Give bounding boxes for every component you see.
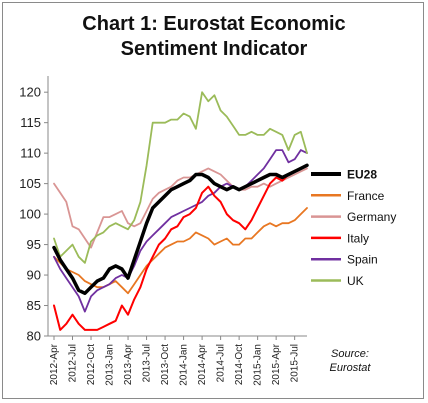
x-tick-label: 2014-Apr [197,343,208,385]
x-tick-label: 2013-Apr [123,343,134,385]
y-tick-label: 120 [19,85,41,100]
y-tick-label: 85 [27,298,41,313]
y-axis: 80 85 90 95 100 105 110 115 120 [19,76,49,344]
legend-label-italy: Italy [347,231,369,245]
y-tick-label: 110 [20,146,41,161]
legend: EU28 France Germany Italy Spain UK [311,168,396,288]
legend-label-uk: UK [347,274,364,288]
source-label: Source: [331,348,369,360]
y-tick-label: 95 [27,237,41,252]
legend-label-eu28: EU28 [347,168,377,182]
x-tick-label: 2012-Oct [86,344,97,385]
x-tick-label: 2015-Jan [253,344,264,386]
series-line-spain [53,149,308,313]
x-tick-label: 2015-Jul [290,344,301,382]
y-tick-label: 80 [27,329,41,344]
chart-frame [2,2,424,399]
series-lines [52,91,309,331]
legend-label-germany: Germany [347,210,396,224]
x-tick-label: 2013-Jul [142,344,153,382]
y-tick-label: 105 [19,176,41,191]
chart-title-line2: Sentiment Indicator [120,38,308,60]
x-axis: 2012-Apr 2012-Jul 2012-Oct 2013-Jan 2013-Apr… [48,335,307,386]
x-tick-label: 2014-Jul [216,344,227,382]
x-tick-label: 2015-Apr [271,343,282,385]
legend-label-france: France [347,189,385,203]
series-line-italy [53,164,308,331]
y-tick-label: 100 [19,207,41,222]
chart-title-line1: Chart 1: Eurostat Economic [82,13,346,35]
y-tick-label: 115 [20,115,41,130]
x-tick-label: 2012-Jul [68,344,79,382]
x-tick-label: 2012-Apr [49,343,60,385]
series-line-eu28 [52,163,309,296]
x-tick-label: 2013-Jan [105,344,116,386]
x-tick-label: 2014-Jan [179,344,190,386]
chart-title: Chart 1: Eurostat Economic Sentiment Ind… [0,12,428,62]
y-tick-label: 90 [27,268,41,283]
x-tick-label: 2014-Oct [234,344,245,385]
x-tick-label: 2013-Oct [160,344,171,385]
series-line-uk [53,91,308,264]
legend-label-spain: Spain [347,253,378,267]
source-value: Eurostat [330,362,372,374]
series-line-france [53,207,308,295]
series-line-germany [53,167,308,249]
